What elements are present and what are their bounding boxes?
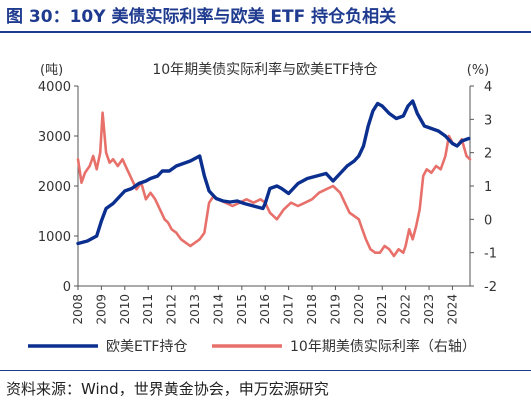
left-axis-tick-label: 0 <box>63 280 71 295</box>
right-axis-tick-label: -2 <box>484 280 497 295</box>
x-axis-tick-label: 2016 <box>258 294 272 325</box>
x-axis-tick-label: 2022 <box>399 294 413 325</box>
right-axis-tick-label: -1 <box>484 247 497 262</box>
right-axis-tick-label: 1 <box>484 180 492 195</box>
x-axis-tick-label: 2008 <box>71 294 85 325</box>
x-axis-tick-label: 2014 <box>211 294 225 325</box>
chart: 10年期美债实际利率与欧美ETF持仓 (吨) (%) 0 1000 2000 3000… <box>28 61 497 355</box>
title-rule <box>0 31 531 33</box>
x-axis-tick-label: 2017 <box>282 294 296 325</box>
x-axis-tick-label: 2013 <box>188 294 202 325</box>
x-axis-tick-label: 2020 <box>352 294 366 325</box>
legend-label-etf-holdings: 欧美ETF持仓 <box>106 339 187 355</box>
x-axis-tick-label: 2019 <box>328 294 342 325</box>
right-axis-unit: (%) <box>467 63 490 78</box>
figure-title: 图 30：10Y 美债实际利率与欧美 ETF 持仓负相关 <box>6 7 397 27</box>
series-layer <box>76 99 472 258</box>
series-line-real-rate <box>76 111 472 258</box>
x-axis-tick-label: 2011 <box>141 294 155 325</box>
left-axis-tick-label: 3000 <box>38 130 71 145</box>
right-axis-tick-label: 3 <box>484 113 492 128</box>
x-axis-tick-label: 2021 <box>375 294 389 325</box>
source-note: 资料来源：Wind，世界黄金协会，申万宏源研究 <box>6 380 329 398</box>
x-axis-tick-label: 2015 <box>235 294 249 325</box>
x-axis-tick-label: 2009 <box>94 294 108 325</box>
legend-label-real-rate: 10年期美债实际利率（右轴） <box>290 338 476 355</box>
x-axis-tick-label: 2018 <box>305 294 319 325</box>
source-rule <box>0 370 531 371</box>
x-axis-tick-label: 2010 <box>118 294 132 325</box>
x-axis-tick-label: 2024 <box>445 294 459 325</box>
x-axis-tick-label: 2023 <box>422 294 436 325</box>
left-axis-tick-label: 4000 <box>38 80 71 95</box>
chart-title: 10年期美债实际利率与欧美ETF持仓 <box>152 61 377 78</box>
right-axis-tick-label: 0 <box>484 213 492 228</box>
series-line-etf-holdings <box>76 99 471 246</box>
left-axis-tick-label: 2000 <box>38 180 71 195</box>
left-axis-tick-label: 1000 <box>38 230 71 245</box>
left-axis-unit: (吨) <box>40 63 63 78</box>
legend: 欧美ETF持仓 10年期美债实际利率（右轴） <box>28 338 476 355</box>
right-axis-tick-label: 2 <box>484 147 492 162</box>
right-axis-tick-label: 4 <box>484 80 492 95</box>
x-axis-tick-label: 2012 <box>165 294 179 325</box>
axes: 0 1000 2000 3000 4000 -2 -1 0 1 2 3 4 2008 2009 2010 20… <box>38 80 497 325</box>
